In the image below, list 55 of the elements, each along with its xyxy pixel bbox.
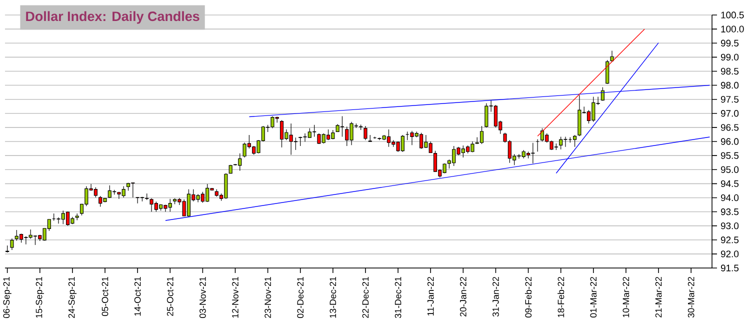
x-tick-label: 09-Feb-22 <box>524 276 532 318</box>
x-tick-label: 12-Nov-21 <box>232 276 238 318</box>
candlestick <box>480 126 484 144</box>
x-tick-label: 31-Dec-21 <box>394 276 402 318</box>
candlestick <box>10 238 14 250</box>
y-tick-label: 91.5 <box>720 264 739 272</box>
y-tick-label: 95.5 <box>720 152 739 159</box>
candlestick <box>326 129 330 140</box>
y-tick-label: 95.0 <box>720 166 739 173</box>
x-tick-label: 31-Jan-22 <box>492 276 499 317</box>
candlestick <box>494 104 498 128</box>
x-tick-label: 15-Sep-21 <box>36 276 44 318</box>
chart-title: Dollar Index: Daily Candles <box>26 11 200 24</box>
candlestick <box>610 50 614 62</box>
x-tick-label: 30-Mar-22 <box>688 276 694 318</box>
x-tick-label: 22-Dec-21 <box>362 276 369 318</box>
y-tick-label: 96.0 <box>720 138 739 145</box>
y-tick-label: 92.0 <box>720 250 739 258</box>
y-tick-label: 97.0 <box>720 110 739 117</box>
y-tick-label: 100.0 <box>721 26 744 32</box>
y-tick-label: 94.5 <box>720 180 739 188</box>
x-tick-label: 20-Jan-22 <box>460 276 466 316</box>
y-tick-label: 94.0 <box>720 194 739 202</box>
x-tick-label: 18-Feb-22 <box>558 276 564 318</box>
y-tick-label: 98.0 <box>720 82 739 89</box>
y-tick-label: 98.5 <box>720 68 739 75</box>
x-tick-label: 13-Dec-21 <box>330 276 336 318</box>
candlestick <box>600 86 604 102</box>
x-tick-label: 24-Sep-21 <box>68 276 77 318</box>
x-tick-label: 05-Oct-21 <box>102 276 108 316</box>
candlestick <box>606 60 610 84</box>
y-tick-label: 93.0 <box>720 222 739 230</box>
y-tick-label: 96.5 <box>720 124 739 131</box>
x-tick-label: 10-Mar-22 <box>622 276 630 318</box>
x-tick-label: 14-Oct-21 <box>134 276 141 316</box>
y-tick-label: 99.0 <box>720 54 739 61</box>
candlestick <box>186 188 191 218</box>
x-tick-label: 25-Oct-21 <box>166 276 174 316</box>
y-tick-label: 100.5 <box>721 12 744 18</box>
x-tick-label: 23-Nov-21 <box>264 276 271 318</box>
y-tick-label: 92.5 <box>720 236 739 244</box>
candlestick <box>433 150 438 172</box>
x-tick-label: 02-Dec-21 <box>297 276 304 318</box>
candlestick <box>364 126 368 140</box>
x-tick-label: 11-Jan-22 <box>427 276 434 316</box>
y-tick-label: 93.5 <box>720 208 739 216</box>
candlestick <box>280 120 284 148</box>
y-tick-label: 97.5 <box>720 96 739 103</box>
candlestick <box>386 129 391 148</box>
x-tick-label: 01-Mar-22 <box>590 276 597 318</box>
x-tick-label: 06-Sep-21 <box>3 276 12 318</box>
y-tick-label: 99.5 <box>720 40 739 46</box>
x-tick-label: 21-Mar-22 <box>655 276 662 318</box>
candlestick <box>540 128 544 142</box>
x-tick-label: 03-Nov-21 <box>200 276 206 318</box>
